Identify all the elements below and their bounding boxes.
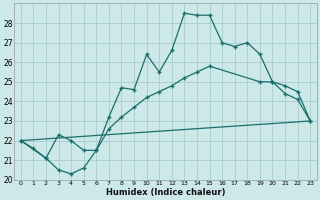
X-axis label: Humidex (Indice chaleur): Humidex (Indice chaleur) [106,188,225,197]
